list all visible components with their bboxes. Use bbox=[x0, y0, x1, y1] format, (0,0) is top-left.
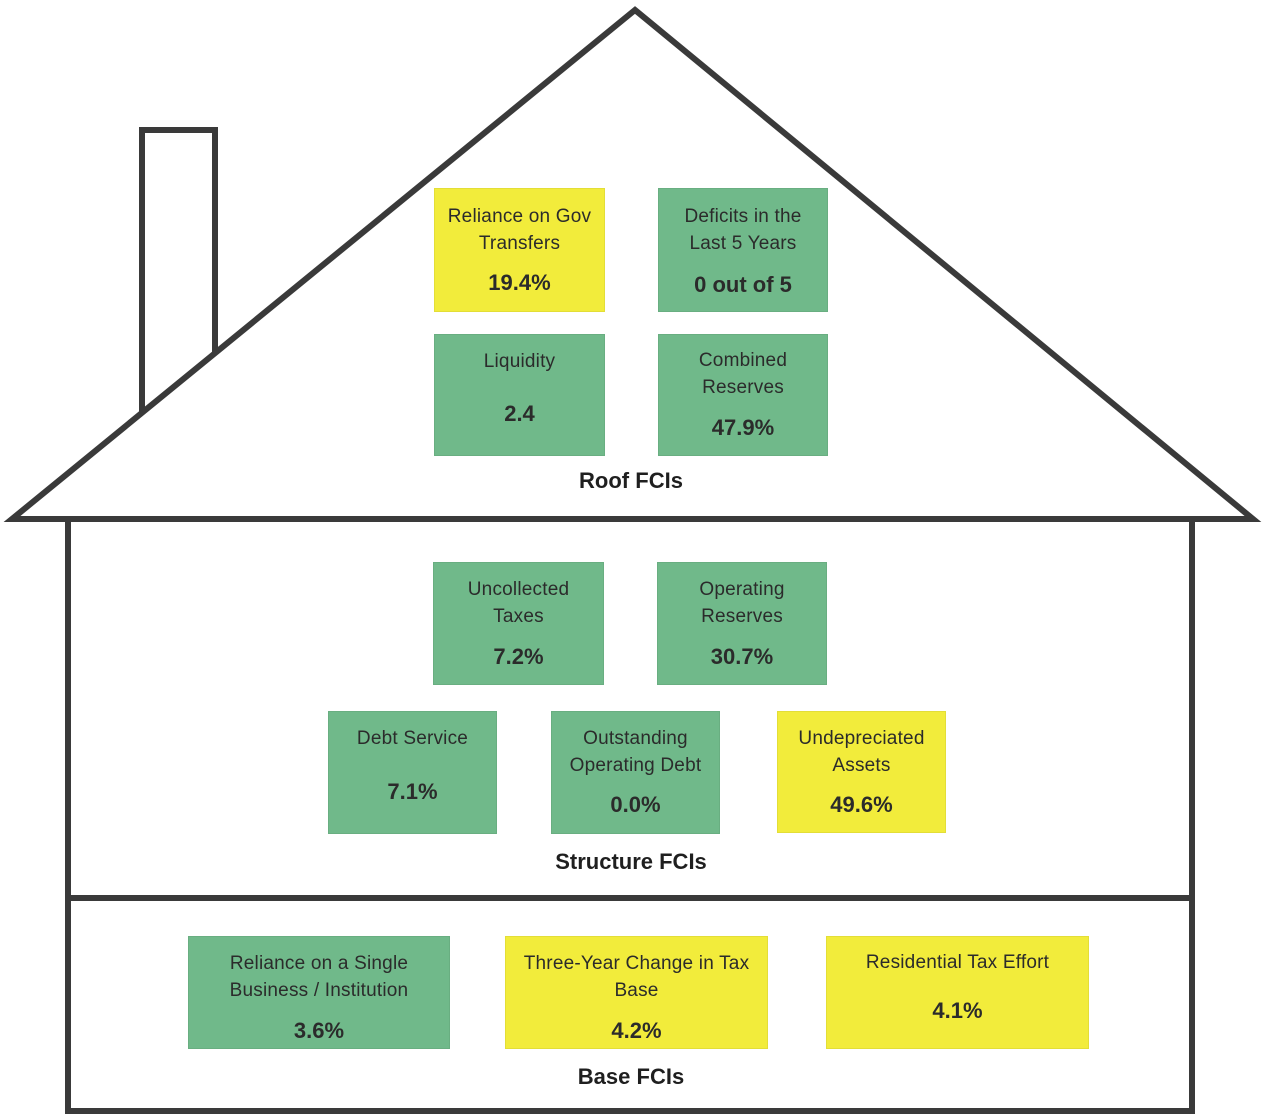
fci-outstanding-operating-debt: Outstanding Operating Debt 0.0% bbox=[551, 711, 720, 834]
fci-label-line: Residential Tax Effort bbox=[865, 952, 1050, 973]
fci-label-line: Outstanding bbox=[583, 728, 688, 749]
fci-label-line: Base bbox=[614, 980, 659, 1001]
fci-label: Undepreciated Assets bbox=[778, 725, 945, 779]
fci-value: 0 out of 5 bbox=[694, 272, 792, 297]
roof-outline bbox=[3, 6, 1262, 522]
fci-label: Combined Reserves bbox=[659, 347, 827, 401]
fci-value: 4.1% bbox=[932, 998, 983, 1023]
fci-value: 7.2% bbox=[493, 644, 544, 669]
fci-value: 19.4% bbox=[488, 270, 551, 295]
fci-three-year-change-tax-base: Three-Year Change in Tax Base 4.2% bbox=[505, 936, 768, 1049]
fci-label-line: Three-Year Change in Tax bbox=[523, 953, 750, 974]
fci-label-line: Transfers bbox=[478, 233, 561, 254]
fci-label-line: Reserves bbox=[701, 606, 783, 627]
fci-uncollected-taxes: Uncollected Taxes 7.2% bbox=[433, 562, 604, 685]
fci-label: Liquidity bbox=[435, 348, 604, 375]
fci-combined-reserves: Combined Reserves 47.9% bbox=[658, 334, 828, 456]
fci-label-line: Reserves bbox=[702, 377, 784, 398]
fci-label-line: Uncollected bbox=[467, 579, 570, 600]
fci-label: Reliance on a Single Business / Institut… bbox=[189, 950, 449, 1004]
fci-label-line: Deficits in the bbox=[684, 206, 802, 227]
fci-label-line: Last 5 Years bbox=[689, 233, 797, 254]
structure-section-title: Structure FCIs bbox=[555, 849, 707, 874]
fci-label-line: Combined bbox=[698, 350, 788, 371]
fci-label-line: Debt Service bbox=[356, 728, 469, 749]
fci-label-line: Reliance on a Single bbox=[229, 953, 409, 974]
fci-value: 3.6% bbox=[293, 1018, 345, 1043]
fci-debt-service: Debt Service 7.1% bbox=[328, 711, 497, 834]
fci-value: 4.2% bbox=[611, 1018, 662, 1043]
fci-label-line: Business / Institution bbox=[229, 980, 409, 1001]
fci-label-line: Operating Debt bbox=[569, 755, 702, 776]
fci-label: Debt Service bbox=[329, 725, 496, 752]
fci-label: Three-Year Change in Tax Base bbox=[506, 950, 767, 1004]
base-section-title: Base FCIs bbox=[577, 1064, 685, 1089]
fci-label: Operating Reserves bbox=[658, 576, 826, 630]
fci-undepreciated-assets: Undepreciated Assets 49.6% bbox=[777, 711, 946, 833]
fci-label-line: Assets bbox=[832, 755, 891, 776]
fci-label: Deficits in the Last 5 Years bbox=[659, 203, 827, 257]
fci-reliance-on-single-business: Reliance on a Single Business / Institut… bbox=[188, 936, 450, 1049]
fci-label-line: Liquidity bbox=[483, 351, 556, 372]
fci-value: 7.1% bbox=[387, 779, 438, 804]
fci-reliance-on-gov-transfers: Reliance on Gov Transfers 19.4% bbox=[434, 188, 605, 312]
fci-label: Residential Tax Effort bbox=[827, 949, 1088, 976]
fci-label: Reliance on Gov Transfers bbox=[435, 203, 604, 257]
fci-residential-tax-effort: Residential Tax Effort 4.1% bbox=[826, 936, 1089, 1049]
fci-value: 49.6% bbox=[830, 792, 893, 817]
fci-label-line: Reliance on Gov bbox=[447, 206, 592, 227]
fci-value: 0.0% bbox=[610, 792, 661, 817]
fci-value: 30.7% bbox=[710, 644, 774, 669]
fci-label-line: Undepreciated bbox=[798, 728, 925, 749]
fci-value: 2.4 bbox=[504, 401, 535, 426]
fci-label-line: Taxes bbox=[493, 606, 544, 627]
roof-section-title: Roof FCIs bbox=[579, 468, 683, 493]
fci-liquidity: Liquidity 2.4 bbox=[434, 334, 605, 456]
fci-label: Outstanding Operating Debt bbox=[552, 725, 719, 779]
fci-label-line: Operating bbox=[699, 579, 785, 600]
fci-value: 47.9% bbox=[711, 415, 775, 440]
fci-deficits-last-5-years: Deficits in the Last 5 Years 0 out of 5 bbox=[658, 188, 828, 312]
fci-operating-reserves: Operating Reserves 30.7% bbox=[657, 562, 827, 685]
fci-label: Uncollected Taxes bbox=[434, 576, 603, 630]
